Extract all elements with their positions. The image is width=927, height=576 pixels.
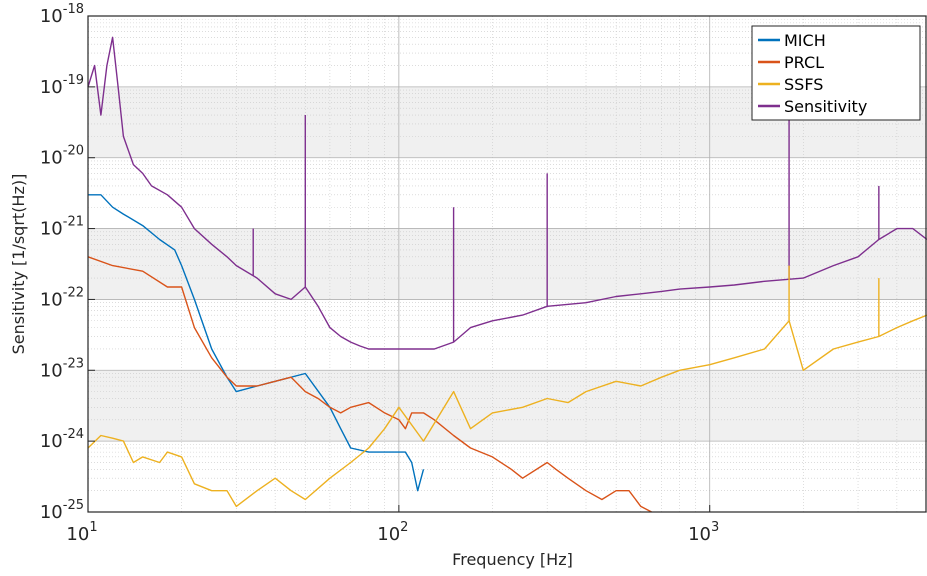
series-layer bbox=[87, 36, 927, 513]
plot-frame bbox=[87, 15, 927, 513]
series-line-prcl bbox=[87, 256, 652, 513]
y-tick-label: 10-19 bbox=[40, 73, 84, 98]
y-tick-label: 10-22 bbox=[40, 285, 84, 310]
x-tick-label: 101 bbox=[66, 520, 97, 545]
x-tick-label: 103 bbox=[688, 520, 719, 545]
grid-band bbox=[88, 228, 927, 300]
x-axis-label: Frequency [Hz] bbox=[452, 550, 573, 569]
legend-label-mich: MICH bbox=[784, 31, 826, 50]
grid-band bbox=[88, 370, 927, 442]
y-tick-label: 10-21 bbox=[40, 215, 84, 240]
legend-label-sensitivity: Sensitivity bbox=[784, 97, 867, 116]
legend-box bbox=[751, 25, 921, 121]
y-tick-label: 10-20 bbox=[40, 144, 84, 169]
series-line-sensitivity bbox=[87, 36, 927, 350]
minor-grid bbox=[88, 16, 927, 512]
legend-label-ssfs: SSFS bbox=[784, 75, 823, 94]
y-tick-label: 10-24 bbox=[40, 427, 84, 452]
series-line-ssfs bbox=[87, 314, 927, 508]
y-tick-label: 10-18 bbox=[40, 2, 84, 27]
y-axis-ticks: 10-25 10-24 10-23 10-22 10-21 10-20 10-19 10-18 bbox=[40, 2, 95, 523]
x-tick-label: 102 bbox=[377, 520, 408, 545]
legend-label-prcl: PRCL bbox=[784, 53, 824, 72]
x-axis-ticks: 101 102 103 bbox=[66, 505, 719, 545]
y-tick-label: 10-23 bbox=[40, 356, 84, 381]
y-axis-label: Sensitivity [1/sqrt(Hz)] bbox=[9, 174, 28, 355]
y-tick-label: 10-25 bbox=[40, 498, 84, 523]
legend: MICH PRCL SSFS Sensitivity bbox=[751, 25, 921, 121]
